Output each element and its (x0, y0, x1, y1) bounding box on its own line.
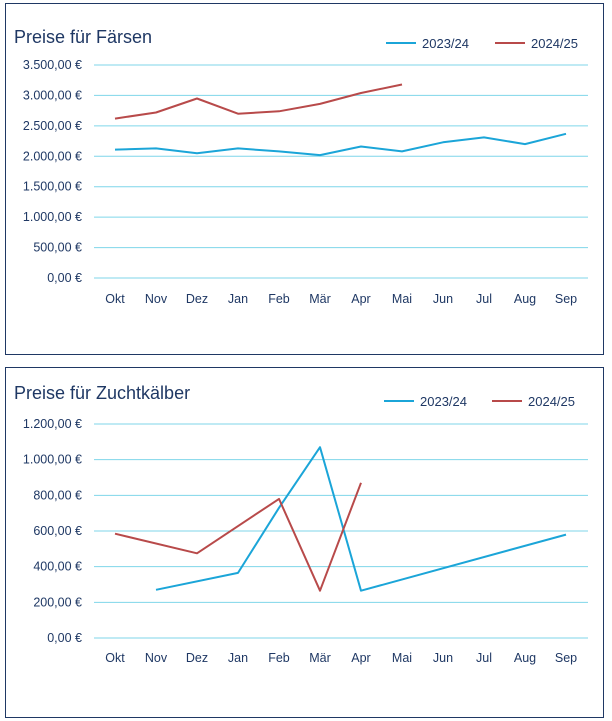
y-tick-label: 600,00 € (33, 524, 82, 538)
x-tick-label: Jan (228, 292, 248, 306)
x-tick-label: Jan (228, 651, 248, 665)
legend-label: 2023/24 (420, 394, 467, 409)
series-line-2023-24 (156, 447, 566, 591)
y-tick-label: 0,00 € (47, 631, 82, 645)
y-tick-label: 400,00 € (33, 560, 82, 574)
x-tick-label: Jun (433, 651, 453, 665)
chart-panel-zuchtkaelber: Preise für Zuchtkälber 0,00 € 200,00 € 400… (5, 367, 604, 718)
x-tick-label: Nov (145, 651, 168, 665)
x-tick-label: Mär (309, 651, 331, 665)
y-tick-label: 1.500,00 € (23, 180, 82, 194)
legend-label: 2023/24 (422, 36, 469, 51)
x-tick-label: Mai (392, 292, 412, 306)
y-tick-label: 500,00 € (33, 241, 82, 255)
y-tick-label: 2.500,00 € (23, 119, 82, 133)
y-tick-label: 3.000,00 € (23, 88, 82, 102)
x-tick-label: Sep (555, 651, 577, 665)
y-tick-label: 1.200,00 € (23, 417, 82, 431)
x-tick-label: Jul (476, 292, 492, 306)
x-tick-label: Nov (145, 292, 168, 306)
chart-zuchtkaelber: Preise für Zuchtkälber 0,00 € 200,00 € 400… (6, 368, 605, 719)
x-tick-label: Aug (514, 292, 536, 306)
y-tick-label: 3.500,00 € (23, 58, 82, 72)
x-tick-label: Dez (186, 651, 208, 665)
x-tick-label: Okt (105, 651, 125, 665)
y-tick-label: 800,00 € (33, 488, 82, 502)
x-tick-label: Apr (351, 651, 370, 665)
x-tick-label: Aug (514, 651, 536, 665)
x-tick-label: Mai (392, 651, 412, 665)
chart-title: Preise für Färsen (14, 27, 152, 47)
series-line-2024-25 (115, 85, 402, 119)
x-tick-label: Dez (186, 292, 208, 306)
x-tick-label: Jul (476, 651, 492, 665)
x-tick-label: Mär (309, 292, 331, 306)
x-tick-label: Feb (268, 292, 290, 306)
chart-title: Preise für Zuchtkälber (14, 383, 190, 403)
chart-faersen: Preise für Färsen 0,00 € 500,00 € 1.000,00… (6, 4, 605, 356)
legend-label: 2024/25 (528, 394, 575, 409)
y-tick-label: 2.000,00 € (23, 149, 82, 163)
x-tick-label: Feb (268, 651, 290, 665)
x-tick-label: Okt (105, 292, 125, 306)
series-line-2023-24 (115, 134, 566, 155)
series-line-2024-25 (115, 483, 361, 591)
y-tick-label: 0,00 € (47, 271, 82, 285)
x-tick-label: Jun (433, 292, 453, 306)
x-tick-label: Apr (351, 292, 370, 306)
y-tick-label: 1.000,00 € (23, 210, 82, 224)
x-tick-label: Sep (555, 292, 577, 306)
legend-label: 2024/25 (531, 36, 578, 51)
chart-panel-faersen: Preise für Färsen 0,00 € 500,00 € 1.000,00… (5, 3, 604, 355)
y-tick-label: 200,00 € (33, 595, 82, 609)
y-tick-label: 1.000,00 € (23, 453, 82, 467)
